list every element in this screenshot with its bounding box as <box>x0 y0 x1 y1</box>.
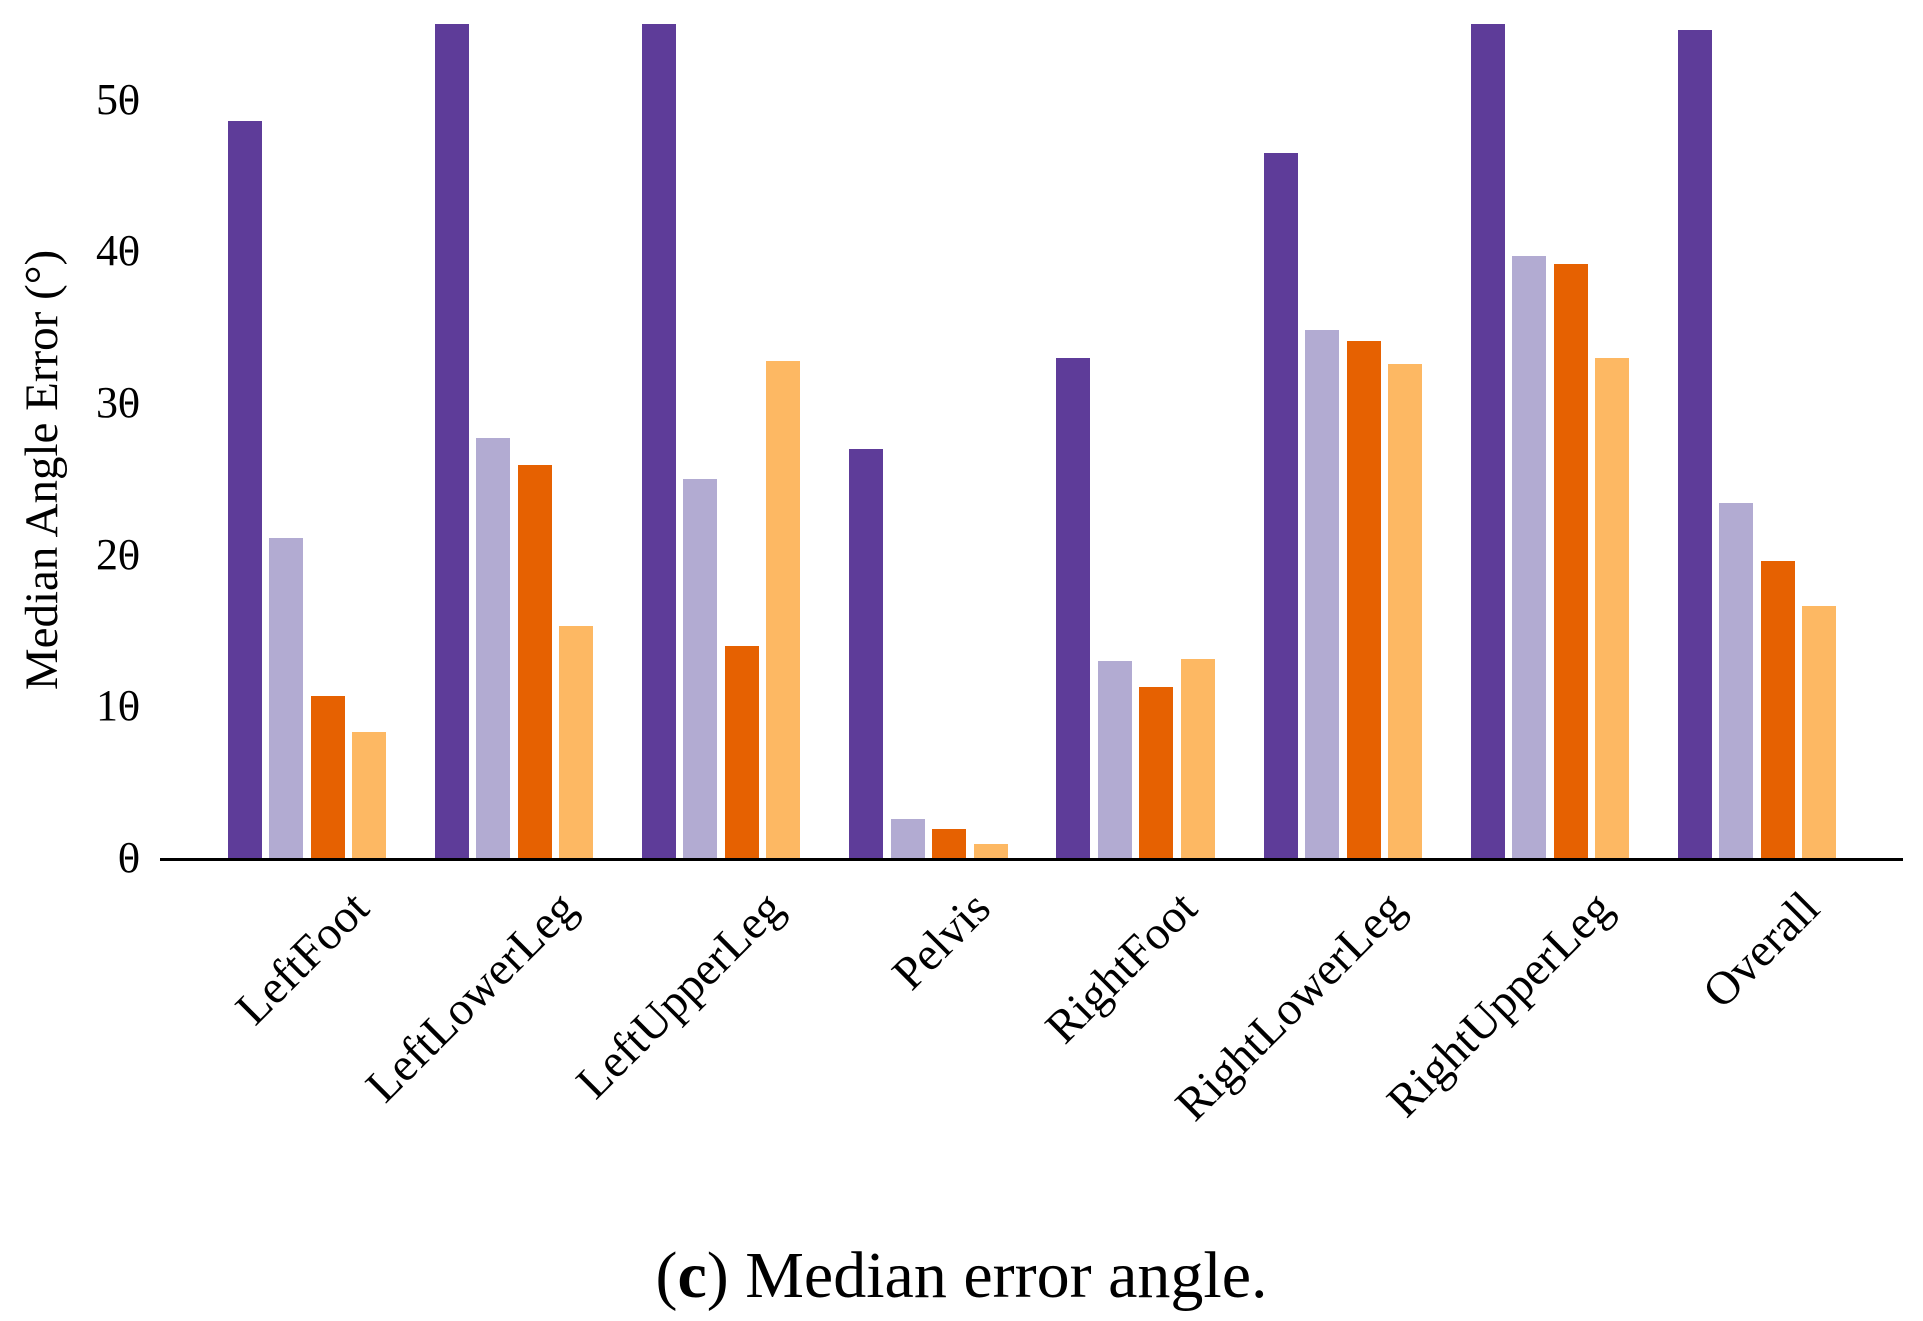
bar-LeftFoot-light-purple <box>269 538 303 858</box>
x-tick-label-LeftLowerLeg: LeftLowerLeg <box>356 881 587 1113</box>
x-tick-label-Pelvis: Pelvis <box>882 881 1001 1000</box>
bar-LeftLowerLeg-dark-orange <box>518 465 552 858</box>
x-tick-label-RightFoot: RightFoot <box>1036 881 1208 1054</box>
bar-RightUpperLeg-dark-orange <box>1554 264 1588 858</box>
figure-caption: (c) Median error angle. <box>0 1239 1923 1313</box>
x-tick-label-LeftFoot: LeftFoot <box>225 881 379 1035</box>
bar-Overall-dark-orange <box>1761 561 1795 858</box>
bar-LeftLowerLeg-light-orange <box>559 626 593 858</box>
bar-RightFoot-light-purple <box>1098 661 1132 858</box>
y-tick-mark-20 <box>125 553 133 557</box>
bar-Pelvis-light-purple <box>891 819 925 858</box>
bar-RightUpperLeg-light-orange <box>1595 358 1629 858</box>
y-tick-label-0: 0 <box>118 833 140 882</box>
bar-Pelvis-dark-orange <box>932 829 966 858</box>
y-tick-mark-50 <box>125 98 133 102</box>
bar-LeftFoot-dark-purple <box>228 121 262 858</box>
bar-LeftFoot-dark-orange <box>311 696 345 858</box>
caption-text: ) Median error angle. <box>706 1239 1268 1312</box>
y-tick-label-50: 50 <box>96 74 140 124</box>
bar-Overall-light-orange <box>1802 606 1836 858</box>
bar-RightLowerLeg-dark-purple <box>1264 153 1298 858</box>
bar-RightUpperLeg-light-purple <box>1512 256 1546 858</box>
y-tick-label-20: 20 <box>96 529 140 579</box>
y-axis-label: Median Angle Error (°) <box>16 249 68 691</box>
x-tick-label-RightUpperLeg: RightUpperLeg <box>1377 881 1623 1128</box>
y-tick-label-40: 40 <box>96 226 140 276</box>
bar-RightFoot-dark-orange <box>1139 687 1173 858</box>
bar-LeftLowerLeg-light-purple <box>476 438 510 858</box>
bar-Pelvis-dark-purple <box>849 449 883 858</box>
bar-Pelvis-light-orange <box>974 844 1008 858</box>
bar-LeftFoot-light-orange <box>352 732 386 858</box>
bar-RightFoot-light-orange <box>1181 659 1215 858</box>
y-tick-mark-40 <box>125 249 133 253</box>
bar-RightFoot-dark-purple <box>1056 358 1090 858</box>
bar-LeftUpperLeg-dark-orange <box>725 646 759 858</box>
bar-RightUpperLeg-dark-purple <box>1471 24 1505 858</box>
bar-LeftLowerLeg-dark-purple <box>435 24 469 858</box>
y-tick-label-10: 10 <box>96 681 140 731</box>
bar-RightLowerLeg-light-orange <box>1388 364 1422 858</box>
x-tick-label-LeftUpperLeg: LeftUpperLeg <box>566 881 794 1109</box>
caption-open-paren: ( <box>655 1239 678 1312</box>
plot-area <box>160 24 1903 861</box>
y-tick-mark-30 <box>125 401 133 405</box>
bar-Overall-dark-purple <box>1678 30 1712 858</box>
bar-Overall-light-purple <box>1719 503 1753 858</box>
bar-LeftUpperLeg-light-purple <box>683 479 717 858</box>
y-tick-mark-10 <box>125 704 133 708</box>
bar-RightLowerLeg-dark-orange <box>1347 341 1381 858</box>
y-tick-mark-0 <box>125 856 133 860</box>
y-tick-label-30: 30 <box>96 378 140 428</box>
caption-letter: c <box>677 1239 707 1312</box>
bar-LeftUpperLeg-dark-purple <box>642 24 676 858</box>
bar-RightLowerLeg-light-purple <box>1305 330 1339 858</box>
x-tick-label-Overall: Overall <box>1693 881 1830 1019</box>
bar-LeftUpperLeg-light-orange <box>766 361 800 858</box>
